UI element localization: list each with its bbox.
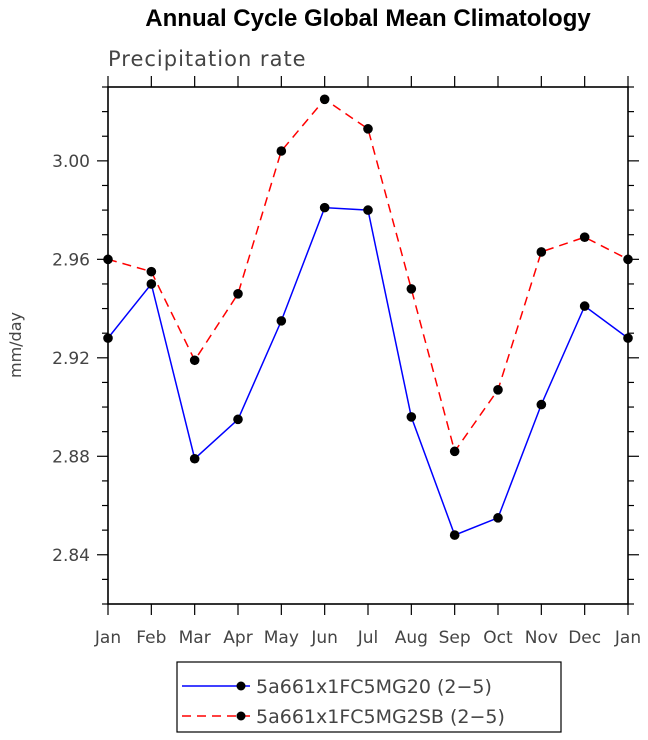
x-axis-ticks: Jan Feb Mar Apr May Jun Jul Aug Sep Oct Nov Dec Jan <box>94 76 641 648</box>
data-point-series-1 <box>189 453 200 464</box>
y-tick-label: 3.00 <box>52 152 90 172</box>
series-line-2 <box>107 98 629 454</box>
x-tick-label: Nov <box>525 628 558 648</box>
x-tick-label: Jun <box>310 628 338 648</box>
legend-marker-series-1 <box>236 681 246 691</box>
x-tick-label: Sep <box>439 628 471 648</box>
data-point-series-2 <box>623 254 633 265</box>
x-tick-label: Apr <box>223 628 252 648</box>
y-tick-label: 2.84 <box>52 546 90 566</box>
data-point-series-2 <box>493 385 503 395</box>
data-point-series-1 <box>319 202 330 213</box>
legend-marker-series-2 <box>236 711 246 721</box>
x-tick-label: Jul <box>357 628 379 648</box>
x-tick-label: Dec <box>568 628 601 648</box>
data-point-series-2 <box>363 124 373 134</box>
x-tick-label: May <box>264 628 299 648</box>
data-point-series-1 <box>146 279 157 289</box>
x-tick-label: Feb <box>136 628 166 648</box>
series-line-1 <box>107 206 629 537</box>
data-point-series-1 <box>449 530 460 540</box>
legend: 5a661x1FC5MG20 (2−5) 5a661x1FC5MG2SB (2−… <box>176 661 562 733</box>
legend-label-series-2: 5a661x1FC5MG2SB (2−5) <box>256 706 505 728</box>
chart-title: Annual Cycle Global Mean Climatology <box>145 5 591 32</box>
x-tick-label: Jan <box>614 628 641 648</box>
data-point-series-2 <box>103 254 113 265</box>
data-point-series-2 <box>406 284 417 294</box>
y-tick-label: 2.92 <box>52 349 90 369</box>
y-tick-label: 2.88 <box>52 447 90 467</box>
data-point-series-1 <box>233 414 243 425</box>
data-point-series-2 <box>276 146 287 156</box>
data-point-series-1 <box>579 301 590 311</box>
plot-frame <box>107 86 629 605</box>
x-tick-label: Mar <box>179 628 211 648</box>
data-point-series-1 <box>276 316 287 326</box>
data-point-series-1 <box>406 412 417 422</box>
y-axis-label: mm/day <box>6 312 25 378</box>
x-tick-label: Oct <box>483 628 513 648</box>
data-point-series-1 <box>536 399 547 410</box>
data-point-series-2 <box>449 446 460 457</box>
data-point-series-2 <box>189 355 200 366</box>
data-point-series-2 <box>579 232 590 242</box>
x-tick-label: Jan <box>94 628 121 648</box>
data-point-series-1 <box>623 333 633 343</box>
y-tick-label: 2.96 <box>52 250 90 270</box>
legend-label-series-1: 5a661x1FC5MG20 (2−5) <box>256 676 492 698</box>
data-point-series-1 <box>103 333 113 343</box>
series-layer <box>103 94 633 540</box>
y-axis-ticks: 2.84 2.88 2.92 2.96 3.00 <box>52 86 639 605</box>
x-tick-label: Aug <box>395 628 428 648</box>
data-point-series-2 <box>319 94 330 105</box>
data-point-series-2 <box>146 266 157 277</box>
data-point-series-2 <box>536 247 547 257</box>
chart-subtitle: Precipitation rate <box>108 47 307 71</box>
data-point-series-1 <box>363 205 373 215</box>
data-point-series-2 <box>233 289 243 299</box>
data-point-series-1 <box>493 513 503 523</box>
